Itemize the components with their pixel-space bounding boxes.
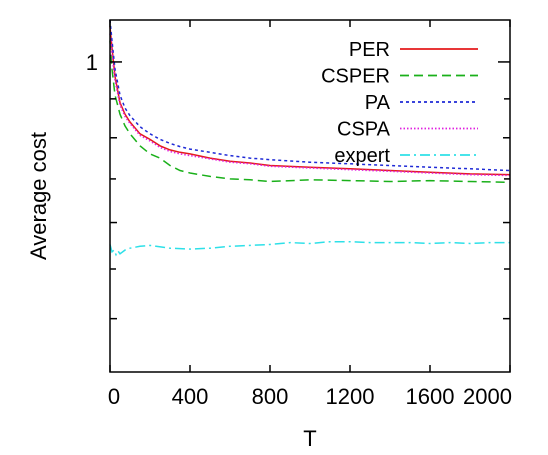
x-tick-label: 2000 (463, 384, 512, 409)
series-layer (109, 19, 511, 257)
legend-label-pa: PA (365, 92, 391, 114)
series-line-csper (109, 40, 511, 184)
legend-label-per: PER (349, 39, 390, 61)
x-axis-label: T (303, 426, 316, 451)
legend-label-csper: CSPER (321, 66, 390, 88)
x-tick-label: 1200 (326, 384, 375, 409)
x-tick-label: 1600 (406, 384, 455, 409)
plot-frame (109, 19, 511, 373)
legend-label-expert: expert (334, 145, 390, 167)
series-line-expert (109, 240, 510, 257)
series-line-pa (109, 19, 511, 172)
x-tick-label: 400 (172, 384, 209, 409)
series-line-per (109, 26, 511, 176)
tick-layer: 0 400 800 1200 1600 2000 1 (86, 20, 512, 409)
y-axis-label: Average cost (26, 132, 51, 260)
legend: PER CSPER PA CSPA expert (321, 39, 478, 167)
x-tick-label: 800 (252, 384, 289, 409)
y-tick-label: 1 (86, 50, 98, 75)
series-line-cspa (109, 33, 511, 177)
legend-label-cspa: CSPA (337, 119, 391, 141)
x-tick-label: 0 (108, 384, 120, 409)
